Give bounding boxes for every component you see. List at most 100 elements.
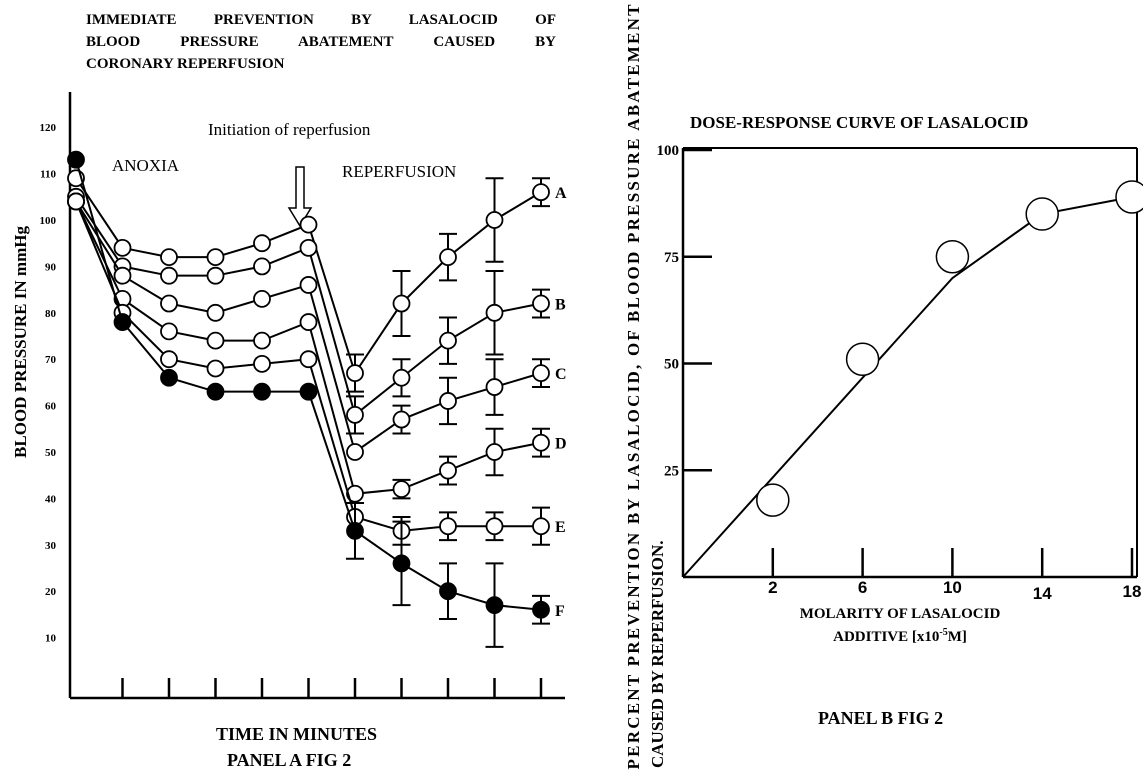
panel-a-point-C-2	[160, 294, 178, 313]
panel-a-point-B-7	[392, 368, 411, 387]
panel-a-point-D-2	[160, 322, 178, 341]
panel-b-y-tick-label-1: 50	[664, 357, 679, 373]
panel-b-x-axis-label-line-1: MOLARITY OF LASALOCID	[800, 606, 1001, 622]
panel-a-y-ticks: 10 20 30 40 50 60 70 80 90 100 110 120	[40, 122, 57, 644]
panel-a-point-D-7	[392, 480, 411, 499]
panel-a-point-B-8	[439, 331, 457, 350]
panel-a-point-C-5	[299, 276, 318, 294]
panel-a-point-F-4	[253, 382, 271, 401]
panel-a-y-tick-label-3: 40	[45, 493, 57, 505]
panel-a-point-F-10	[532, 600, 550, 619]
panel-b: DOSE-RESPONSE CURVE OF LASALOCID 25 50 75 1…	[624, 4, 1143, 769]
panel-a-point-C-1	[113, 266, 132, 285]
panel-a-point-D-9	[485, 443, 504, 461]
panel-a-point-F-7	[392, 554, 411, 573]
panel-a-point-F-9	[485, 596, 504, 615]
panel-a-point-F-6	[346, 521, 364, 540]
panel-b-curve	[682, 195, 1133, 578]
panel-b-x-tick-label-2: 10	[943, 578, 962, 597]
panel-a-point-E-2	[160, 350, 178, 369]
panel-b-x-axis-label-line-2: ADDITIVE [x10-5M]	[833, 627, 967, 645]
panel-a-point-A-1	[113, 238, 132, 257]
panel-a-point-F-1	[113, 313, 132, 331]
panel-a-initiation-label: Initiation of reperfusion	[208, 120, 371, 139]
panel-a-point-D-4	[253, 331, 271, 350]
panel-a-y-tick-label-4: 50	[45, 447, 57, 459]
panel-a-point-D-3	[206, 331, 225, 350]
panel-a-point-C-10	[532, 364, 550, 383]
panel-b-y-tick-label-0: 25	[664, 463, 679, 479]
panel-a-point-B-10	[532, 294, 550, 313]
panel-b-point-0	[756, 483, 790, 517]
panel-a-y-tick-label-0: 10	[45, 633, 57, 645]
panel-b-x-tick-label-3: 14	[1033, 584, 1052, 603]
panel-a-point-E-8	[439, 517, 457, 536]
panel-a-point-B-9	[485, 303, 504, 322]
panel-a-y-tick-label-1: 20	[45, 586, 57, 598]
panel-a-point-E-5	[299, 350, 318, 369]
panel-a-point-C-7	[392, 410, 411, 429]
panel-a-point-E-0	[67, 192, 85, 211]
panel-a-point-A-8	[439, 248, 457, 267]
panel-a-reperfusion-label: REPERFUSION	[342, 162, 456, 181]
panel-a-series-label-B: B	[555, 297, 566, 314]
panel-a-point-E-10	[532, 517, 550, 536]
panel-a-y-tick-label-2: 30	[45, 540, 57, 552]
panel-a-series-F: F	[67, 150, 565, 648]
panel-a-point-D-6	[346, 484, 364, 503]
panel-b-point-1	[845, 342, 880, 376]
panel-a-title-line-3: CORONARY REPERFUSION	[86, 56, 285, 72]
panel-a-point-B-2	[160, 266, 178, 285]
panel-a-x-axis-label: TIME IN MINUTES	[216, 724, 378, 744]
panel-a-point-F-2	[160, 368, 178, 387]
panel-b-x-ticks: 2 6 10 14 18	[768, 548, 1141, 603]
panel-a-series-A: A	[67, 169, 567, 393]
panel-a-title-line-1: IMMEDIATE PREVENTION BY LASALOCID OF	[86, 12, 556, 28]
panel-a-point-B-5	[299, 238, 318, 257]
panel-a-point-E-3	[206, 359, 225, 378]
panel-a-y-tick-label-8: 90	[45, 261, 57, 273]
panel-a-title-line-2: BLOOD PRESSURE ABATEMENT CAUSED BY	[86, 34, 556, 50]
panel-b-x-axis-label-line-2-post: M]	[948, 629, 967, 645]
panel-a-series-label-E: E	[555, 519, 566, 536]
panel-a-point-A-3	[206, 248, 225, 267]
panel-a-point-A-6	[346, 364, 364, 383]
panel-b-series-group	[682, 180, 1143, 578]
panel-a-point-D-5	[299, 313, 318, 331]
panel-a-anoxia-label: ANOXIA	[112, 156, 180, 175]
panel-a-series-label-A: A	[555, 185, 567, 202]
panel-b-y-axis-label-line-2: CAUSED BY REPERFUSION.	[648, 541, 667, 768]
panel-a-y-axis-label: BLOOD PRESSURE IN mmHg	[11, 226, 30, 458]
panel-a-point-E-9	[485, 517, 504, 536]
panel-b-y-tick-label-2: 75	[664, 250, 679, 266]
panel-a-point-B-4	[253, 257, 271, 276]
panel-a-point-F-5	[299, 382, 318, 401]
panel-b-y-ticks: 25 50 75 100	[657, 143, 712, 479]
panel-b-caption: PANEL B FIG 2	[818, 708, 944, 728]
panel-a-series-B: B	[67, 187, 566, 435]
panel-b-x-tick-label-4: 18	[1123, 582, 1142, 601]
panel-a-series-label-F: F	[555, 603, 565, 620]
panel-a-point-C-8	[439, 392, 457, 410]
panel-a-y-tick-label-9: 100	[40, 215, 57, 227]
panel-b-x-tick-label-0: 2	[768, 578, 777, 597]
panel-b-x-tick-label-1: 6	[858, 578, 867, 597]
panel-a-point-A-2	[160, 248, 178, 267]
panel-a-point-C-4	[253, 289, 271, 308]
panel-a-y-tick-label-7: 80	[45, 308, 57, 320]
panel-b-point-2	[935, 240, 970, 274]
panel-a-point-A-9	[485, 211, 504, 229]
panel-a-point-A-7	[392, 294, 411, 313]
panel-b-x-axis-label-superscript: -5	[939, 627, 947, 638]
panel-b-y-tick-label-3: 100	[657, 143, 680, 159]
panel-a-y-tick-label-11: 120	[40, 122, 57, 134]
panel-a-x-ticks	[121, 678, 543, 698]
panel-a-point-C-6	[346, 443, 364, 461]
panel-a-point-B-3	[206, 266, 225, 285]
panel-b-x-axis-label-line-2-pre: ADDITIVE [x10	[833, 629, 939, 645]
panel-b-point-3	[1025, 197, 1059, 231]
panel-a-series-label-D: D	[555, 436, 567, 453]
panel-a-point-A-5	[299, 215, 318, 234]
panel-a-point-C-3	[206, 303, 225, 322]
